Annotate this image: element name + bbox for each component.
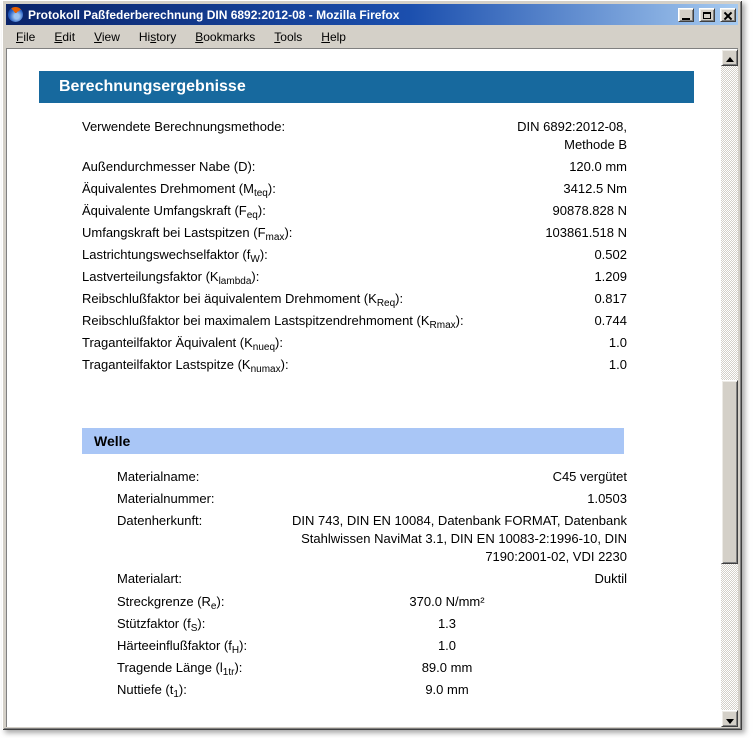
row-value: 1.0503 <box>587 491 627 506</box>
table-row: Traganteilfaktor Äquivalent (Knueq): 1.0 <box>82 334 627 353</box>
table-row: Traganteilfaktor Lastspitze (Knumax): 1.0 <box>82 356 627 375</box>
row-label: Außendurchmesser Nabe (D): <box>82 159 256 174</box>
menu-view[interactable]: View <box>94 29 120 44</box>
scrollbar-track[interactable] <box>721 66 738 710</box>
scroll-down-button[interactable] <box>721 710 738 727</box>
menu-tools[interactable]: Tools <box>274 29 303 44</box>
row-value: 0.817 <box>594 291 627 306</box>
row-label: Tragende Länge (l1tr): <box>117 660 243 678</box>
row-value: 370.0 N/mm² <box>409 594 485 609</box>
row-value: 1.0 <box>608 335 627 350</box>
close-button[interactable] <box>720 7 736 22</box>
menu-bookmarks[interactable]: Bookmarks <box>195 29 256 44</box>
row-value: 3412.5 Nm <box>563 181 627 196</box>
table-row: Materialnummer: 1.0503 <box>117 490 627 508</box>
firefox-window: Protokoll Paßfederberechnung DIN 6892:20… <box>2 0 742 730</box>
table-row: Streckgrenze (Re): 370.0 N/mm² <box>117 593 627 612</box>
browser-viewport: Berechnungsergebnisse Verwendete Berechn… <box>6 48 738 727</box>
maximize-button[interactable] <box>699 7 715 22</box>
section-header-welle: Welle <box>82 428 624 454</box>
table-row: Materialname: C45 vergütet <box>117 468 627 486</box>
row-value: 0.502 <box>594 247 627 262</box>
scroll-up-button[interactable] <box>721 49 738 66</box>
row-label: Äquivalentes Drehmoment (Mteq): <box>82 181 276 199</box>
menu-edit[interactable]: Edit <box>54 29 76 44</box>
row-value: 90878.828 N <box>552 203 627 218</box>
table-row: Lastrichtungswechselfaktor (fW): 0.502 <box>82 246 627 265</box>
row-label: Traganteilfaktor Lastspitze (Knumax): <box>82 357 289 375</box>
document-page: Berechnungsergebnisse Verwendete Berechn… <box>7 49 721 727</box>
vertical-scrollbar <box>721 49 738 727</box>
row-value: C45 vergütet <box>552 469 627 484</box>
row-label: Stützfaktor (fS): <box>117 616 206 634</box>
table-row: Lastverteilungsfaktor (Klambda): 1.209 <box>82 268 627 287</box>
row-value: 89.0 mm <box>421 660 473 675</box>
minimize-icon <box>682 17 690 20</box>
row-value: DIN 6892:2012-08, Methode B <box>517 119 627 152</box>
menu-history[interactable]: History <box>138 29 177 44</box>
row-value: 1.209 <box>594 269 627 284</box>
row-value: Duktil <box>594 571 627 586</box>
welle-table: Materialname: C45 vergütet Materialnummer… <box>117 468 627 700</box>
table-row: Härteeinflußfaktor (fH): 1.0 <box>117 637 627 656</box>
row-label: Verwendete Berechnungsmethode: <box>82 119 286 134</box>
row-label: Streckgrenze (Re): <box>117 594 225 612</box>
row-label: Nuttiefe (t1): <box>117 682 187 700</box>
row-value: 0.744 <box>594 313 627 328</box>
table-row: Datenherkunft: DIN 743, DIN EN 10084, Dat… <box>117 512 627 566</box>
title-bar[interactable]: Protokoll Paßfederberechnung DIN 6892:20… <box>6 4 738 25</box>
row-value: 9.0 mm <box>425 682 469 697</box>
row-label: Materialart: <box>117 571 183 586</box>
row-label: Umfangskraft bei Lastspitzen (Fmax): <box>82 225 293 243</box>
row-value: 120.0 mm <box>569 159 627 174</box>
table-row: Reibschlußfaktor bei äquivalentem Drehmo… <box>82 290 627 309</box>
table-row: Nuttiefe (t1): 9.0 mm <box>117 681 627 700</box>
menu-bar: File Edit View History Bookmarks Tools H… <box>6 25 738 48</box>
row-label: Lastrichtungswechselfaktor (fW): <box>82 247 268 265</box>
triangle-up-icon <box>725 57 734 62</box>
row-value: 1.0 <box>608 357 627 372</box>
row-label: Materialnummer: <box>117 491 215 506</box>
table-row: Umfangskraft bei Lastspitzen (Fmax): 1038… <box>82 224 627 243</box>
row-value: 1.0 <box>437 638 457 653</box>
table-row: Tragende Länge (l1tr): 89.0 mm <box>117 659 627 678</box>
menu-file[interactable]: File <box>16 29 36 44</box>
firefox-icon <box>8 7 23 22</box>
close-icon <box>724 12 732 20</box>
row-label: Reibschlußfaktor bei maximalem Lastspitz… <box>82 313 464 331</box>
table-row: Außendurchmesser Nabe (D): 120.0 mm <box>82 158 627 176</box>
row-label: Materialname: <box>117 469 200 484</box>
row-label: Reibschlußfaktor bei äquivalentem Drehmo… <box>82 291 404 309</box>
table-row: Verwendete Berechnungsmethode: DIN 6892:2… <box>82 118 627 154</box>
table-row: Materialart: Duktil <box>117 570 627 588</box>
table-row: Stützfaktor (fS): 1.3 <box>117 615 627 634</box>
scrollbar-thumb[interactable] <box>721 380 738 564</box>
row-label: Äquivalente Umfangskraft (Feq): <box>82 203 266 221</box>
row-value: 1.3 <box>437 616 457 631</box>
row-value: DIN 743, DIN EN 10084, Datenbank FORMAT,… <box>291 513 627 564</box>
triangle-down-icon <box>725 718 734 724</box>
table-row: Reibschlußfaktor bei maximalem Lastspitz… <box>82 312 627 331</box>
menu-help[interactable]: Help <box>321 29 346 44</box>
row-label: Lastverteilungsfaktor (Klambda): <box>82 269 260 287</box>
minimize-button[interactable] <box>678 7 694 22</box>
window-title: Protokoll Paßfederberechnung DIN 6892:20… <box>28 7 400 22</box>
table-row: Äquivalente Umfangskraft (Feq): 90878.828… <box>82 202 627 221</box>
row-label: Datenherkunft: <box>117 513 203 528</box>
results-table: Verwendete Berechnungsmethode: DIN 6892:2… <box>82 118 627 375</box>
table-row: Äquivalentes Drehmoment (Mteq): 3412.5 Nm <box>82 180 627 199</box>
maximize-icon <box>703 11 711 19</box>
row-label: Traganteilfaktor Äquivalent (Knueq): <box>82 335 283 353</box>
page-title: Berechnungsergebnisse <box>39 71 694 103</box>
row-value: 103861.518 N <box>545 225 627 240</box>
row-label: Härteeinflußfaktor (fH): <box>117 638 248 656</box>
